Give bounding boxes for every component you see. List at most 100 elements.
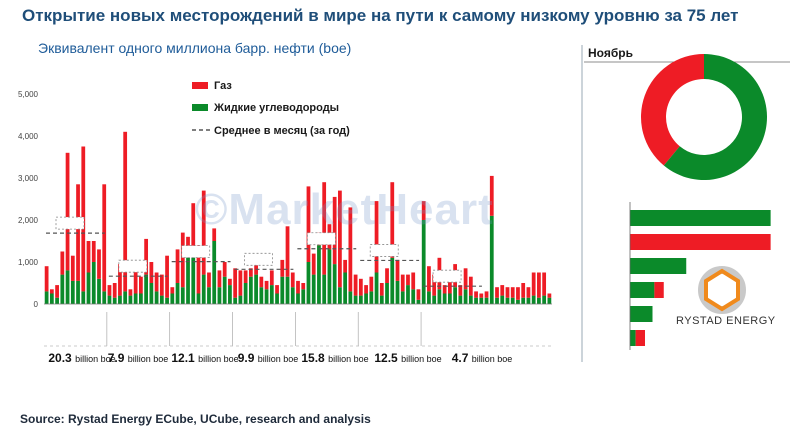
gas-bar [385,268,389,283]
hbar-liquids-bar [630,282,655,298]
gas-bar [338,190,342,288]
gas-bar [395,259,400,281]
gas-bar [537,272,541,298]
gas-bar [468,276,473,296]
gas-bar [149,262,154,283]
gas-bar [217,270,222,288]
liquids-bar [144,274,149,304]
gas-bar [159,274,164,296]
liquids-bar [343,272,348,304]
liquids-bar [123,291,128,304]
gas-bar [311,253,316,275]
gas-bar [170,287,175,294]
year-total-label: 9.9 billion boe [238,351,299,365]
liquids-bar [112,297,117,304]
page-title: Открытие новых месторождений в мире на п… [22,6,739,25]
liquids-bar [91,262,96,304]
gas-bar [238,270,243,296]
liquids-bar [228,285,232,304]
gas-bar [254,262,258,275]
gas-bar [154,272,159,292]
gas-bar [332,196,337,265]
liquids-bar [322,274,327,304]
liquids-bar [385,283,389,304]
year-total-unit: billion boe [401,354,442,364]
gas-bar [76,184,80,281]
hbar-liquids-bar [630,306,653,322]
gas-bar [285,226,290,277]
gas-bar [123,131,128,292]
gas-bar [49,289,54,294]
liquids-bar [238,295,243,304]
liquids-slice [663,54,768,180]
liquids-bar [128,295,133,304]
year-total-label: 15.8 billion boe [301,351,368,365]
gas-bar [400,274,405,292]
liquids-bar [516,299,520,304]
gas-bar [91,241,96,262]
gas-bar [505,287,510,298]
gas-bar [306,186,311,262]
liquids-bar [264,289,269,304]
hbar-gas-bar [630,234,771,250]
gas-bar [275,285,279,294]
gas-bar [248,268,253,277]
gas-bar [139,276,143,294]
liquids-bar [280,276,285,304]
year-total-unit: billion boe [198,354,239,364]
gas-bar [516,287,520,300]
liquids-bar [175,283,180,304]
year-total-unit: billion boe [258,354,299,364]
gas-bar [243,270,248,283]
hbar-liquids-bar [630,210,771,226]
gas-bar [191,203,196,254]
gas-bar [290,272,295,288]
gas-bar [484,291,489,298]
liquids-bar [301,289,306,304]
liquids-bar [437,289,442,304]
gas-bar [175,249,180,283]
gas-bar [212,228,217,241]
liquids-bar [531,295,536,304]
liquids-bar [510,297,515,304]
liquids-bar [118,295,122,304]
average-annotation-box [244,252,273,266]
gas-bar [133,266,138,294]
liquids-bar [526,297,531,304]
year-total-label: 20.3 billion boe [48,351,115,365]
hbar-liquids-bar [630,330,636,346]
liquids-bar [489,215,494,304]
gas-bar [364,285,368,294]
liquids-bar [196,293,201,304]
year-total-label: 7.9 billion boe [108,351,169,365]
liquids-bar [400,291,405,304]
liquids-bar [165,297,169,304]
gas-bar [495,287,499,298]
liquids-bar [296,293,300,304]
y-tick-label: 5,000 [18,90,39,99]
page-subtitle: Эквивалент одного миллиона барр. нефти (… [38,40,352,56]
year-total-value: 20.3 [48,351,75,365]
average-annotation-box [181,245,211,259]
year-total-label: 12.1 billion boe [171,351,238,365]
gas-bar [186,236,190,250]
legend-liquids-label: Жидкие углеводороды [213,102,339,114]
rystad-logo-text: RYSTAD ENERGY [676,315,776,327]
gas-bar [97,249,101,279]
year-total-unit: billion boe [328,354,369,364]
liquids-bar [542,295,547,304]
gas-bar [547,293,552,298]
gas-bar [343,259,348,273]
gas-bar [390,182,395,258]
rystad-logo-mark [704,268,740,312]
liquids-bar [505,297,510,304]
gas-bar [280,259,285,277]
gas-bar [86,241,91,273]
liquids-bar [427,291,431,304]
liquids-bar [353,295,358,304]
liquids-bar [212,241,217,304]
y-tick-label: 2,000 [18,216,39,225]
gas-bar [264,280,269,290]
gas-bar [322,182,327,275]
